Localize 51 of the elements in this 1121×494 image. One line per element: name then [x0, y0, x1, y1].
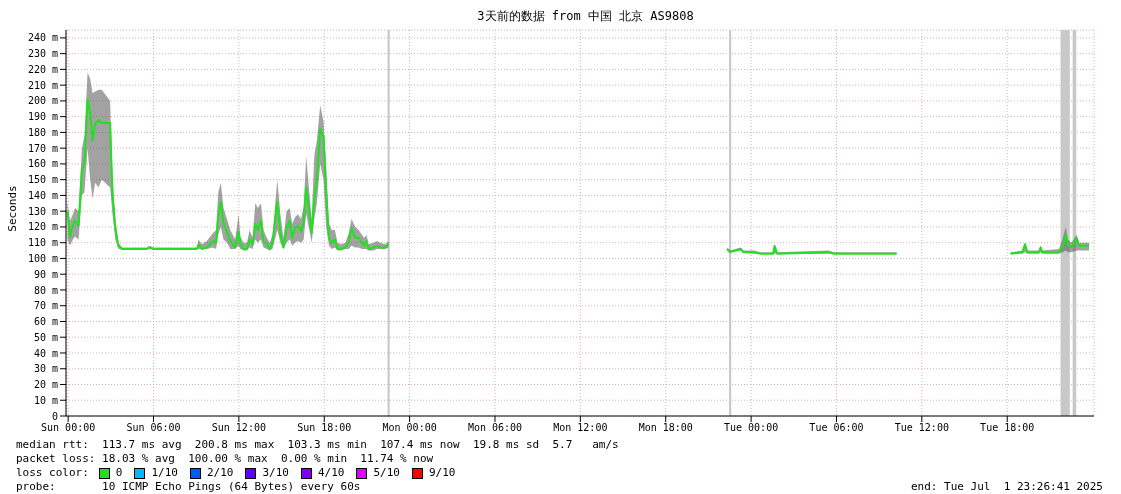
- y-tick-label: 0: [51, 410, 58, 422]
- y-tick-label: 20 m: [33, 379, 58, 391]
- text: median rtt: 113.7 ms avg 200.8 ms max 103.3 ms min 107.4 ms now 19.8 ms sd 5.7 am/s: [16, 438, 620, 452]
- text: probe: 10 ICMP Echo Pings (64 Bytes) every 60s: [16, 480, 361, 494]
- text: end: Tue Jul 1 23:26:41 2025: [910, 480, 1103, 494]
- y-tick-label: 10 m: [33, 394, 58, 406]
- y-tick-label: 150 m: [27, 174, 58, 186]
- legend-label: 5/10: [373, 466, 400, 480]
- y-tick-label: 120 m: [27, 221, 58, 233]
- y-tick-label: 200 m: [27, 95, 58, 107]
- x-tick-label: Tue 06:00: [809, 422, 864, 434]
- x-tick-label: Mon 00:00: [382, 422, 437, 434]
- x-tick-label: Sun 06:00: [126, 422, 181, 434]
- legend-title: loss color:: [16, 466, 89, 480]
- x-tick-label: Sun 12:00: [211, 422, 266, 434]
- y-tick-label: 70 m: [33, 300, 58, 312]
- x-tick-label: Mon 12:00: [553, 422, 608, 434]
- y-tick-label: 190 m: [27, 111, 58, 123]
- y-tick-label: 80 m: [33, 284, 58, 296]
- x-tick-label: Tue 12:00: [894, 422, 949, 434]
- y-tick-label: 60 m: [33, 316, 58, 328]
- chart-title: 3天前的数据 from 中国 北京 AS9808: [476, 8, 695, 24]
- y-tick-label: 140 m: [27, 189, 58, 201]
- y-tick-label: 90 m: [33, 268, 58, 280]
- y-tick-label: 110 m: [27, 237, 58, 249]
- x-tick-label: Tue 18:00: [980, 422, 1035, 434]
- x-tick-label: Sun 18:00: [297, 422, 352, 434]
- y-axis-title: Seconds: [5, 184, 19, 232]
- legend-label: 0: [115, 466, 123, 480]
- x-tick-label: Mon 06:00: [467, 422, 523, 434]
- y-tick-label: 230 m: [27, 48, 58, 60]
- y-tick-label: 130 m: [27, 205, 58, 217]
- x-tick-label: Mon 18:00: [638, 422, 693, 434]
- y-tick-label: 220 m: [27, 63, 58, 75]
- y-tick-label: 50 m: [33, 331, 58, 343]
- y-tick-label: 100 m: [27, 253, 58, 264]
- legend-label: 1/10: [151, 466, 178, 480]
- legend-label: 3/10: [262, 466, 289, 480]
- legend-label: 2/10: [206, 466, 234, 480]
- y-tick-label: 40 m: [33, 347, 58, 359]
- y-tick-label: 170 m: [27, 142, 58, 154]
- legend-label: 9/10: [428, 466, 456, 480]
- legend-label: 4/10: [317, 466, 345, 480]
- x-tick-label: Sun 00:00: [41, 422, 96, 434]
- y-tick-label: 180 m: [27, 126, 58, 138]
- y-tick-label: 30 m: [33, 363, 58, 375]
- y-tick-label: 240 m: [27, 32, 58, 44]
- y-tick-label: 160 m: [27, 158, 58, 170]
- y-tick-label: 210 m: [27, 79, 58, 91]
- text: packet loss: 18.03 % avg 100.00 % max 0.00 % min 11.74 % now: [16, 452, 435, 466]
- x-tick-label: Tue 00:00: [724, 422, 779, 434]
